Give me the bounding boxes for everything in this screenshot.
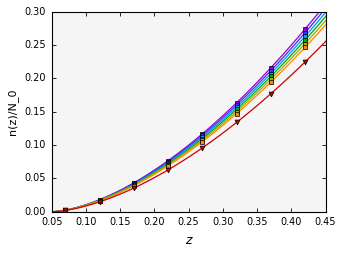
Y-axis label: n(z)/N_0: n(z)/N_0 <box>7 88 17 135</box>
X-axis label: z: z <box>185 234 192 247</box>
